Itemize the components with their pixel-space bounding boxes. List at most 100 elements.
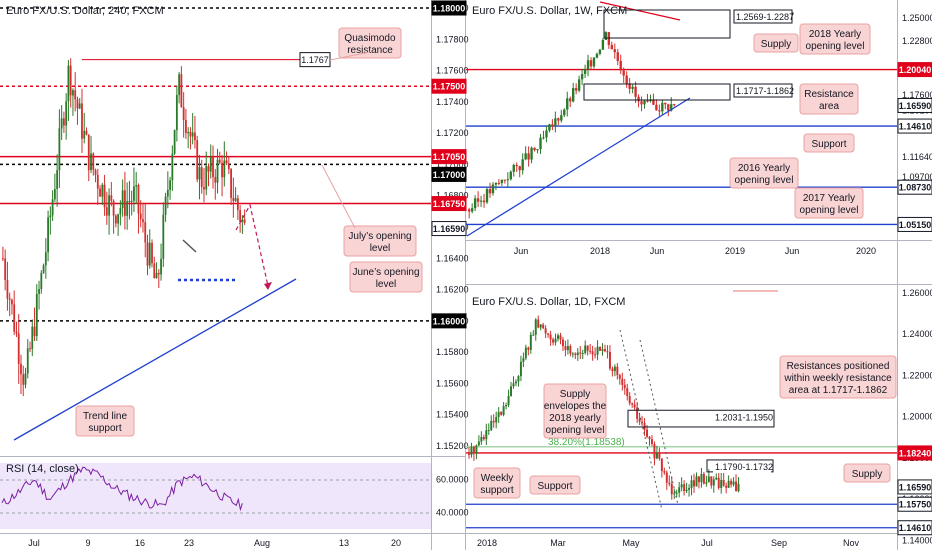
daily-candle (712, 479, 715, 486)
weekly-2018-note: opening level (806, 41, 865, 52)
h4-candle (11, 299, 13, 305)
weekly-zone-label: 1.2569-1.2287 (736, 12, 794, 22)
weekly-candle (569, 98, 572, 102)
weekly-candle (613, 49, 616, 53)
daily-candle (517, 376, 520, 382)
daily-candle (485, 430, 488, 440)
daily-candle (601, 349, 604, 351)
daily-candle (717, 477, 720, 489)
rsi-ytick: 60.0000 (436, 475, 469, 485)
weekly-candle (604, 32, 608, 41)
daily-candle (561, 339, 564, 347)
h4-candle (230, 169, 232, 198)
daily-candle (710, 476, 713, 486)
daily-candle (564, 346, 567, 351)
h4-candle (160, 258, 162, 275)
h4-candle (81, 103, 83, 139)
weekly-candle (554, 118, 557, 127)
weekly-candle (512, 164, 515, 172)
h4-ytick: 1.15400 (436, 410, 469, 420)
h4-candle (33, 326, 36, 337)
h4-candle (178, 74, 181, 96)
daily-candle (658, 452, 661, 459)
weekly-price-tag: 1.20040 (899, 65, 932, 75)
weekly-candle (589, 60, 593, 67)
h4-candle (2, 258, 4, 260)
weekly-candle (563, 109, 566, 116)
weekly-candle (468, 209, 471, 212)
daily-candle (695, 476, 698, 487)
daily-xtick: 2018 (477, 538, 497, 548)
weekly-candle (586, 60, 590, 70)
weekly-candle (572, 88, 575, 102)
h4-candle (114, 215, 117, 224)
weekly-price-tag-bg (897, 62, 932, 78)
h4-candle (105, 207, 108, 216)
daily-candle (569, 346, 572, 354)
h4-price-tag-bg (431, 0, 467, 16)
june-note: level (376, 279, 397, 290)
h4-candle (24, 373, 27, 385)
h4-candle (76, 99, 79, 109)
weekly-candle (598, 49, 602, 54)
weekly-xtick: Jun (785, 246, 800, 256)
daily-candle (735, 481, 738, 492)
daily-candle (480, 437, 483, 442)
rsi-title: RSI (14, close) (6, 463, 79, 475)
weekly-candle (595, 53, 599, 58)
weekly-resistance-zone (583, 83, 731, 101)
h4-price-tag-bg (431, 196, 467, 212)
weekly-title: Euro FX/U.S. Dollar, 1W, FXCM (472, 5, 627, 17)
daily-candle (628, 396, 631, 404)
h4-xtick: 13 (339, 538, 349, 548)
daily-candle (547, 333, 550, 335)
weekly-price-tag-bg (897, 118, 932, 134)
h4-price-tag: 1.17000 (433, 170, 466, 180)
daily-candle (648, 436, 651, 440)
weekly-candle (506, 179, 510, 181)
quasimodo-note-box (338, 27, 402, 59)
h4-candle (194, 132, 196, 141)
daily-supply-zone (627, 409, 775, 428)
daily-candle (715, 477, 718, 480)
daily-candle (722, 479, 725, 486)
daily-xtick: Jul (701, 538, 713, 548)
daily-supply2-note: Supply (852, 469, 883, 480)
h4-candle (72, 90, 74, 96)
daily-candle (549, 334, 552, 340)
h4-candle (214, 176, 217, 183)
daily-candle (633, 404, 636, 408)
h4-candle (99, 188, 101, 197)
daily-candle (497, 412, 500, 418)
h4-candle (239, 210, 242, 222)
h4-ytick: 1.15600 (436, 378, 469, 388)
daily-candle (690, 480, 693, 488)
weekly-candle (473, 198, 477, 209)
h4-price-tag-bg (431, 221, 467, 237)
weekly-candle (658, 110, 661, 112)
daily-candle (507, 396, 510, 406)
daily-candle (579, 352, 582, 354)
weekly-candle (628, 83, 631, 89)
h4-xtick: 9 (85, 538, 90, 548)
weekly-xtick: Jun (514, 246, 529, 256)
daily-weekly-note: support (480, 485, 514, 496)
daily-candle (532, 334, 535, 336)
daily-candle (596, 346, 599, 355)
weekly-candle (479, 200, 483, 202)
daily-candle (566, 346, 569, 351)
daily-candle (502, 406, 505, 415)
h4-candle (243, 219, 246, 224)
daily-price-tag: 1.14610 (899, 523, 932, 533)
daily-candle (512, 383, 515, 387)
daily-candle (524, 347, 527, 359)
daily-candle (608, 351, 611, 369)
h4-candle (216, 159, 219, 183)
daily-price-tag: 1.18240 (899, 448, 932, 458)
h4-candle (223, 160, 226, 178)
h4-candle (22, 374, 25, 385)
daily-resistance-note: Resistances positioned (787, 361, 890, 372)
weekly-candle (649, 99, 652, 102)
daily-candle (591, 351, 594, 355)
daily-candle (611, 368, 614, 372)
